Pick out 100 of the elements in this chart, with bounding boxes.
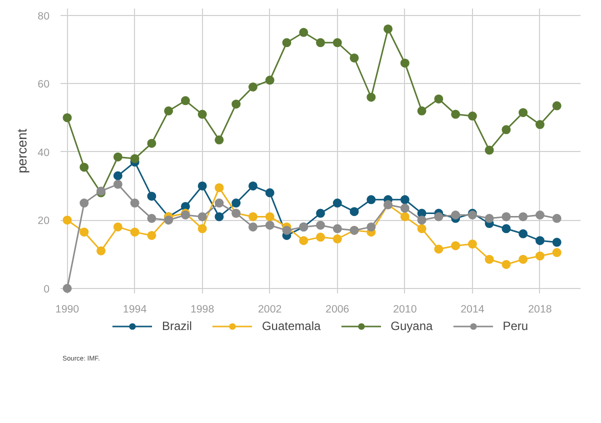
point — [265, 76, 274, 85]
point — [468, 240, 477, 248]
point — [214, 135, 224, 144]
point — [518, 254, 528, 264]
x-tick-label: 1994 — [122, 304, 147, 316]
point — [502, 224, 511, 234]
x-tick-label: 1998 — [190, 304, 214, 316]
point — [80, 228, 89, 237]
point — [484, 254, 494, 264]
point — [248, 212, 258, 222]
y-axis-title: percent — [14, 128, 30, 174]
point — [332, 224, 342, 234]
x-tick-label: 2006 — [326, 304, 350, 316]
point — [265, 220, 274, 230]
point — [198, 181, 207, 190]
point — [62, 216, 72, 225]
point — [316, 208, 325, 218]
point — [299, 28, 308, 37]
point — [417, 106, 426, 116]
point — [282, 226, 292, 235]
point — [366, 195, 376, 204]
point — [147, 214, 156, 223]
point — [484, 214, 494, 223]
point — [248, 82, 258, 92]
point — [316, 232, 325, 242]
point — [434, 244, 444, 254]
point — [502, 260, 511, 269]
point — [332, 234, 342, 244]
x-tick-label: 2002 — [258, 304, 282, 316]
point — [502, 212, 511, 222]
point — [535, 251, 544, 260]
point — [332, 38, 342, 48]
point — [113, 180, 122, 189]
y-tick-label: 20 — [38, 215, 50, 228]
point — [130, 154, 140, 164]
point — [130, 198, 140, 208]
point — [147, 230, 156, 240]
point — [316, 38, 325, 48]
point — [552, 238, 562, 247]
point — [147, 192, 156, 201]
x-tick-label: 2010 — [393, 304, 417, 316]
legend-label: Guyana — [390, 319, 433, 333]
point — [332, 198, 342, 208]
point — [434, 212, 444, 222]
point — [265, 188, 274, 198]
point — [113, 171, 122, 180]
y-tick-label: 80 — [38, 10, 50, 22]
point — [400, 195, 410, 204]
point — [552, 214, 562, 223]
y-tick-label: 0 — [44, 283, 50, 296]
point — [62, 284, 72, 293]
point — [451, 210, 460, 220]
point — [484, 146, 494, 155]
point — [535, 236, 544, 246]
point — [434, 94, 444, 104]
point — [366, 92, 376, 102]
point — [80, 162, 89, 172]
point — [451, 241, 460, 250]
point — [417, 224, 426, 234]
point — [502, 125, 511, 134]
point — [468, 112, 477, 121]
point — [198, 110, 207, 119]
x-tick-label: 2018 — [528, 304, 552, 316]
point — [96, 246, 106, 256]
point — [282, 38, 292, 48]
y-tick-label: 40 — [38, 146, 50, 159]
point — [366, 222, 376, 232]
point — [417, 216, 426, 225]
point — [214, 198, 224, 208]
point — [232, 198, 241, 208]
y-tick-label: 60 — [38, 78, 50, 91]
point — [384, 24, 393, 34]
point — [232, 100, 241, 109]
legend-label: Peru — [502, 319, 528, 333]
point — [299, 236, 308, 246]
x-tick-label: 2014 — [460, 304, 484, 316]
point — [130, 228, 140, 237]
point — [518, 108, 528, 118]
x-tick-label: 1990 — [55, 304, 80, 316]
point — [451, 110, 460, 119]
point — [198, 212, 207, 222]
point — [248, 181, 258, 190]
point — [265, 212, 274, 222]
point — [113, 152, 122, 162]
point — [350, 207, 359, 216]
point — [164, 216, 174, 225]
legend-label: Brazil — [162, 319, 192, 333]
point — [214, 183, 224, 192]
point — [147, 138, 156, 148]
point — [518, 229, 528, 238]
legend-label: Guatemala — [262, 319, 321, 333]
point — [248, 222, 258, 232]
point — [400, 204, 410, 213]
point — [518, 212, 528, 222]
point — [113, 222, 122, 232]
point — [214, 212, 224, 222]
point — [198, 224, 207, 234]
point — [62, 113, 72, 122]
point — [80, 198, 89, 208]
point — [180, 96, 190, 106]
